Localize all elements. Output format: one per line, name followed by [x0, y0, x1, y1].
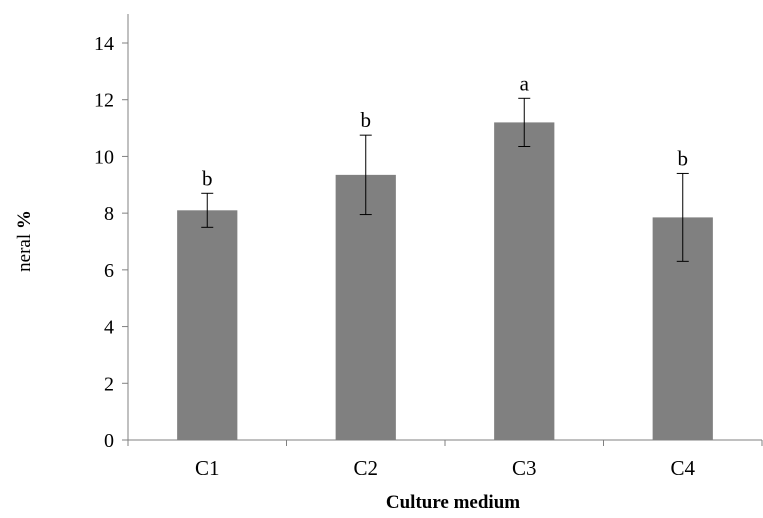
- y-tick-label: 4: [104, 317, 114, 339]
- y-tick-label: 6: [104, 260, 114, 282]
- error-bar-c3: [518, 97, 531, 148]
- error-bar-c2: [359, 134, 372, 216]
- y-axis: 0 2 4 6 8 10 12 14: [94, 14, 129, 452]
- y-tick-label: 8: [104, 203, 114, 225]
- x-tick-label-c3: C3: [512, 456, 537, 480]
- x-tick-label-c2: C2: [353, 456, 378, 480]
- error-bar-c1: [201, 192, 214, 228]
- y-axis-label: neral %: [14, 210, 35, 272]
- y-tick-label: 2: [104, 373, 114, 395]
- significance-letters: b b a b: [202, 71, 688, 190]
- x-axis-label: Culture medium: [386, 492, 520, 513]
- y-tick-label: 0: [104, 430, 114, 452]
- bar-c1: [177, 210, 238, 440]
- x-axis: C1 C2 C3 C4: [127, 439, 763, 480]
- x-tick-label-c1: C1: [195, 456, 220, 480]
- significance-letter-c3: a: [520, 71, 530, 95]
- error-bars: [201, 97, 689, 262]
- error-bar-c4: [676, 172, 689, 262]
- significance-letter-c4: b: [678, 146, 689, 170]
- significance-letter-c1: b: [202, 166, 213, 190]
- bars: [177, 122, 713, 441]
- y-tick-label: 12: [94, 90, 114, 112]
- y-tick-label: 10: [94, 146, 114, 168]
- bar-c3: [494, 122, 555, 441]
- significance-letter-c2: b: [361, 108, 372, 132]
- bar-c2: [335, 174, 396, 440]
- x-tick-label-c4: C4: [670, 456, 695, 480]
- y-tick-label: 14: [94, 33, 114, 55]
